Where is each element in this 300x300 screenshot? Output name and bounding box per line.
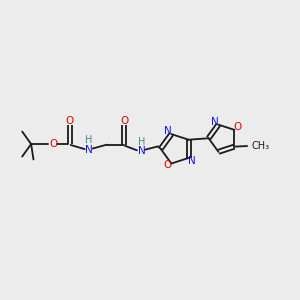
Text: N: N [85,145,93,155]
Text: CH₃: CH₃ [252,141,270,151]
Text: N: N [164,126,172,136]
Text: O: O [49,139,58,149]
Text: N: N [188,156,196,166]
Text: O: O [164,160,172,170]
Text: O: O [234,122,242,132]
Text: N: N [137,146,145,156]
Text: N: N [211,117,219,127]
Text: H: H [85,136,93,146]
Text: H: H [138,137,145,147]
Text: O: O [66,116,74,126]
Text: O: O [120,116,128,127]
